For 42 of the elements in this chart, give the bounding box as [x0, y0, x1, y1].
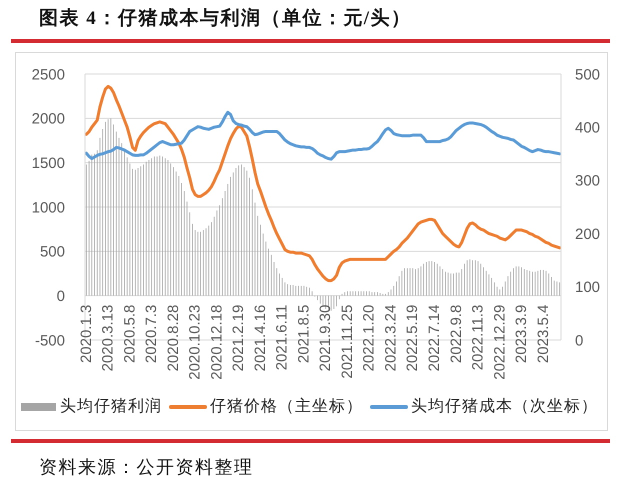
y-tick-label: -500	[34, 332, 65, 350]
y2-tick-label: 200	[575, 226, 600, 243]
x-tick-label: 2020.3.13	[100, 304, 117, 372]
x-tick-label: 2023.5.4	[534, 304, 552, 364]
y-tick-label: 2000	[32, 110, 65, 128]
x-tick-label: 2021.2.19	[230, 304, 248, 372]
x-tick-label: 2021.4.16	[252, 304, 269, 372]
y-tick-label: 1000	[32, 199, 65, 216]
x-tick-label: 2022.1.20	[360, 304, 378, 372]
legend-label: 头均仔猪利润	[60, 398, 162, 415]
x-tick-label: 2020.7.3	[143, 304, 160, 364]
y-tick-label: 500	[40, 244, 65, 261]
x-tick-label: 2022.7.14	[426, 304, 444, 372]
x-tick-label: 2022.12.29	[491, 304, 508, 380]
x-tick-label: 2023.3.9	[513, 304, 530, 364]
x-tick-label: 2020.1.3	[78, 304, 95, 364]
x-tick-label: 2020.8.28	[164, 304, 182, 372]
x-tick-label: 2022.9.8	[448, 304, 465, 364]
x-tick-label: 2021.9.30	[317, 304, 334, 372]
x-tick-label: 2022.3.24	[382, 304, 400, 372]
y2-tick-label: 0	[575, 332, 584, 350]
y2-tick-label: 100	[575, 279, 600, 296]
x-tick-label: 2020.12.18	[208, 304, 226, 380]
y-tick-label: 2500	[32, 66, 65, 84]
y2-tick-label: 300	[575, 172, 600, 190]
text: 资料来源：公开资料整理	[39, 457, 254, 477]
x-tick-label: 2021.8.5	[295, 304, 312, 364]
line-series	[84, 110, 562, 161]
y-tick-label: 0	[56, 288, 65, 305]
y2-tick-label: 500	[575, 66, 600, 84]
x-tick-label: 2021.11.25	[338, 304, 356, 379]
y2-tick-label: 400	[575, 120, 600, 137]
x-tick-label: 2021.6.11	[274, 304, 291, 370]
x-tick-label: 2022.5.19	[404, 304, 422, 372]
chart-title: 图表 4：仔猪成本与利润（单位：元/头）	[39, 8, 412, 29]
y-tick-label: 1500	[32, 154, 65, 172]
line-series	[84, 84, 562, 282]
x-tick-label: 2020.10.23	[186, 304, 204, 380]
x-tick-label: 2020.5.8	[121, 304, 138, 364]
legend-label: 头均仔猪成本（次坐标）	[411, 398, 598, 415]
x-tick-label: 2022.11.3	[470, 304, 487, 370]
legend-label: 仔猪价格（主坐标）	[210, 398, 363, 415]
